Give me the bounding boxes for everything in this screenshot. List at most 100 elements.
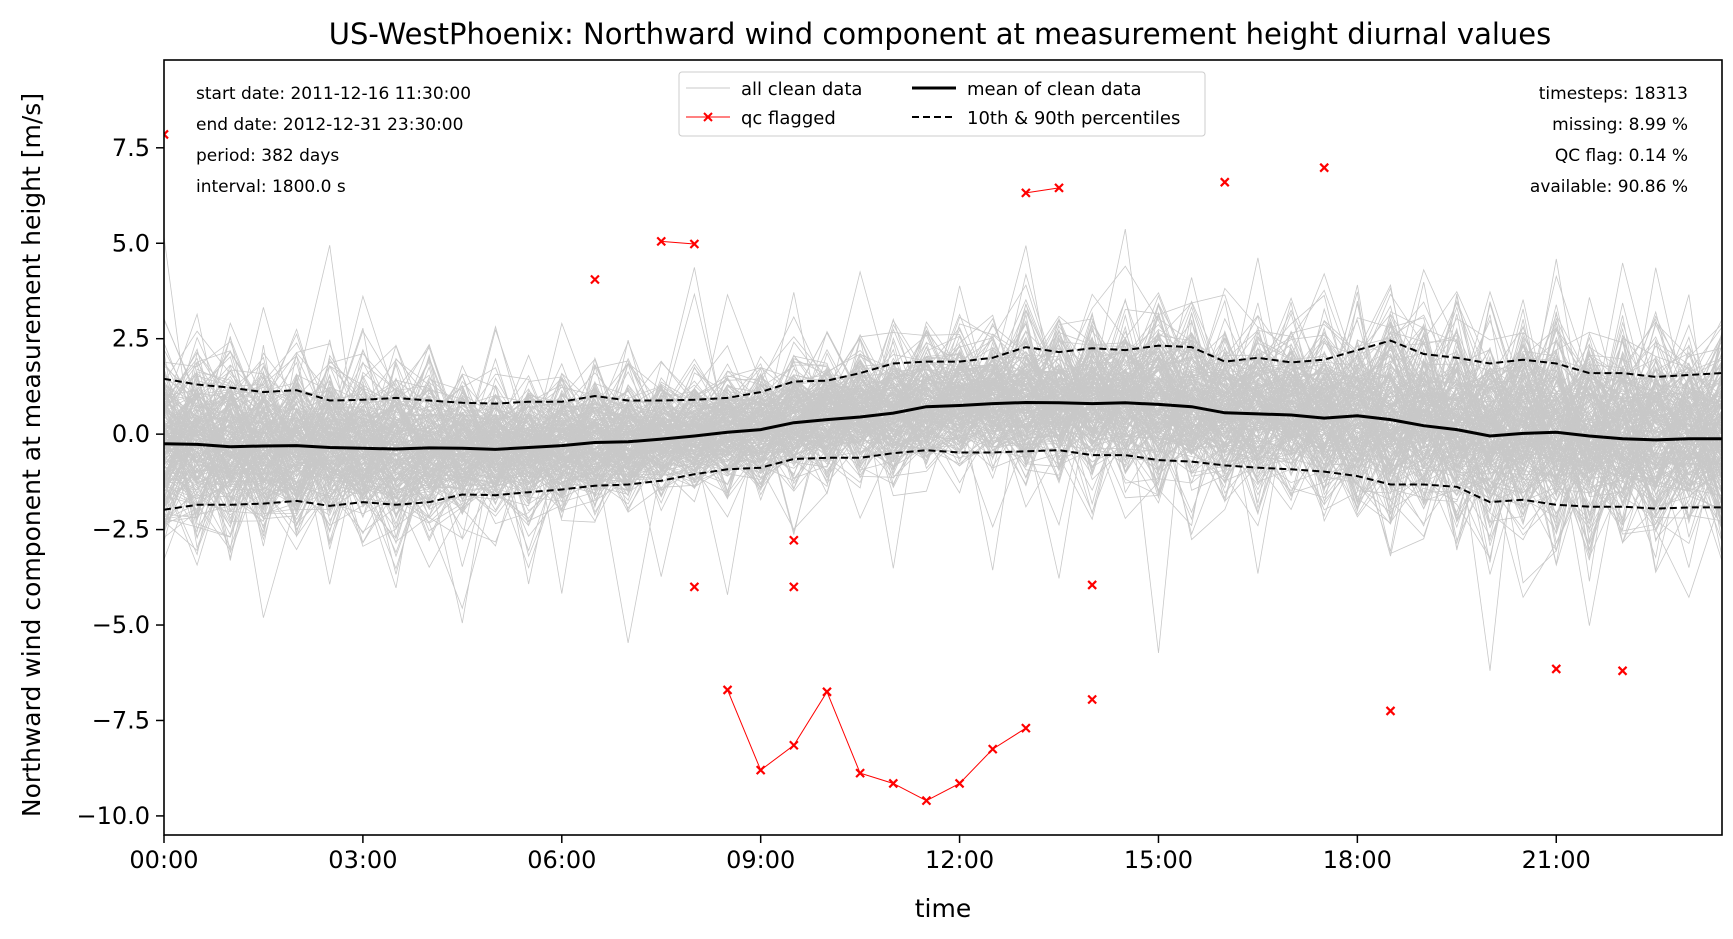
info-qc-flag: QC flag: 0.14 % xyxy=(1555,146,1688,166)
qc-flagged-point xyxy=(1219,177,1230,187)
clean-data-trace xyxy=(164,339,1722,500)
x-axis-label: time xyxy=(915,894,971,923)
clean-data-trace xyxy=(164,314,1722,500)
qc-flagged-point xyxy=(822,687,832,697)
legend-label-mean: mean of clean data xyxy=(967,79,1142,100)
qc-flagged-point xyxy=(954,778,965,789)
clean-data-trace xyxy=(164,361,1722,554)
clean-data-trace xyxy=(164,294,1722,529)
legend: all clean data mean of clean data qc fla… xyxy=(678,71,1206,137)
x-tick-label: 03:00 xyxy=(328,846,397,874)
clean-data-trace xyxy=(164,377,1722,542)
clean-data-trace xyxy=(164,366,1722,524)
qc-flagged-point xyxy=(888,778,899,789)
qc-flagged-layer xyxy=(164,129,1628,806)
info-end-date: end date: 2012-12-31 23:30:00 xyxy=(196,115,463,135)
qc-flagged-point xyxy=(1551,664,1562,674)
qc-flagged-point xyxy=(1021,723,1031,733)
qc-flagged-point xyxy=(1617,666,1628,676)
info-timesteps: timesteps: 18313 xyxy=(1539,84,1688,104)
qc-flagged-point xyxy=(789,535,799,546)
y-tick-label: −10.0 xyxy=(76,802,150,830)
x-tick-label: 12:00 xyxy=(925,846,994,874)
clean-data-trace xyxy=(164,346,1722,569)
qc-flagged-point xyxy=(722,685,733,695)
info-period: period: 382 days xyxy=(196,146,339,166)
y-tick-label: 0.0 xyxy=(112,420,150,448)
clean-data-trace xyxy=(164,337,1722,552)
qc-flagged-line xyxy=(727,689,1027,802)
qc-flagged-line xyxy=(661,240,695,245)
qc-flagged-point xyxy=(1087,694,1097,705)
mean-line xyxy=(164,400,1722,451)
statistics-lines xyxy=(164,339,1722,511)
qc-flagged-point xyxy=(1087,580,1097,590)
clean-data-trace xyxy=(164,317,1722,542)
info-right: timesteps: 18313 missing: 8.99 % QC flag… xyxy=(1530,84,1688,197)
qc-flagged-point xyxy=(1385,706,1396,716)
clean-data-trace xyxy=(164,229,1722,565)
qc-flagged-point xyxy=(590,274,600,285)
qc-flagged-point xyxy=(855,768,865,778)
y-axis: 7.5 5.0 2.5 0.0 −2.5 −5.0 −7.5 −10.0 xyxy=(76,134,164,830)
qc-flagged-point xyxy=(689,239,700,249)
x-tick-label: 06:00 xyxy=(527,846,596,874)
qc-flagged-point xyxy=(1054,183,1064,193)
y-tick-label: 7.5 xyxy=(112,134,150,162)
qc-flagged-point xyxy=(921,795,932,806)
qc-flagged-point xyxy=(656,236,667,247)
x-axis: 00:00 03:00 06:00 09:00 12:00 15:00 18:00 21:00 xyxy=(129,835,1591,874)
info-start-date: start date: 2011-12-16 11:30:00 xyxy=(196,84,471,104)
info-left: start date: 2011-12-16 11:30:00 end date… xyxy=(196,84,471,197)
x-tick-label: 09:00 xyxy=(726,846,795,874)
clean-data-trace xyxy=(164,330,1722,518)
plot-area xyxy=(164,129,1722,806)
legend-marker-qc-flagged xyxy=(703,112,713,122)
qc-flagged-point xyxy=(164,129,169,140)
qc-flagged-point xyxy=(789,740,799,751)
clean-data-trace xyxy=(164,319,1722,516)
info-missing: missing: 8.99 % xyxy=(1552,115,1688,135)
qc-flagged-point xyxy=(1319,162,1329,173)
x-tick-label: 21:00 xyxy=(1522,846,1591,874)
clean-data-trace xyxy=(164,297,1722,524)
x-tick-label: 15:00 xyxy=(1124,846,1193,874)
x-tick-label: 18:00 xyxy=(1323,846,1392,874)
legend-label-qc-flagged: qc flagged xyxy=(741,108,836,129)
clean-data-trace xyxy=(164,322,1722,544)
qc-flagged-point xyxy=(755,765,766,775)
legend-label-clean-data: all clean data xyxy=(741,79,862,100)
plot-frame xyxy=(163,59,1723,836)
y-axis-label: Northward wind component at measurement … xyxy=(17,93,46,817)
qc-flagged-line xyxy=(1025,187,1060,194)
qc-flagged-point xyxy=(789,582,799,592)
y-tick-label: 5.0 xyxy=(112,229,150,257)
clean-data-trace xyxy=(164,355,1722,525)
percentile-90-line xyxy=(164,339,1722,405)
info-interval: interval: 1800.0 s xyxy=(196,177,346,197)
y-tick-label: −7.5 xyxy=(92,706,150,734)
clean-data-trace xyxy=(164,335,1722,557)
clean-data-trace xyxy=(164,313,1722,521)
clean-data-trace xyxy=(164,331,1722,539)
percentile-10-line xyxy=(164,449,1722,511)
chart-title: US-WestPhoenix: Northward wind component… xyxy=(329,17,1552,51)
clean-data-trace xyxy=(164,323,1722,513)
clean-data-trace xyxy=(164,350,1722,594)
y-tick-label: −2.5 xyxy=(92,516,150,544)
clean-data-trace xyxy=(164,332,1722,540)
clean-data-trace xyxy=(164,381,1722,511)
clean-data-trace xyxy=(164,314,1722,516)
qc-flagged-point xyxy=(689,582,700,592)
legend-label-percentiles: 10th & 90th percentiles xyxy=(967,108,1180,129)
y-tick-label: 2.5 xyxy=(112,325,150,353)
clean-data-trace xyxy=(164,345,1722,497)
legend-box xyxy=(678,71,1206,137)
qc-flagged-point xyxy=(1021,188,1031,198)
y-tick-label: −5.0 xyxy=(92,611,150,639)
clean-data-trace xyxy=(164,292,1722,508)
info-available: available: 90.86 % xyxy=(1530,177,1688,197)
qc-flagged-point xyxy=(987,744,998,754)
clean-data-trace xyxy=(164,328,1722,513)
x-tick-label: 00:00 xyxy=(129,846,198,874)
